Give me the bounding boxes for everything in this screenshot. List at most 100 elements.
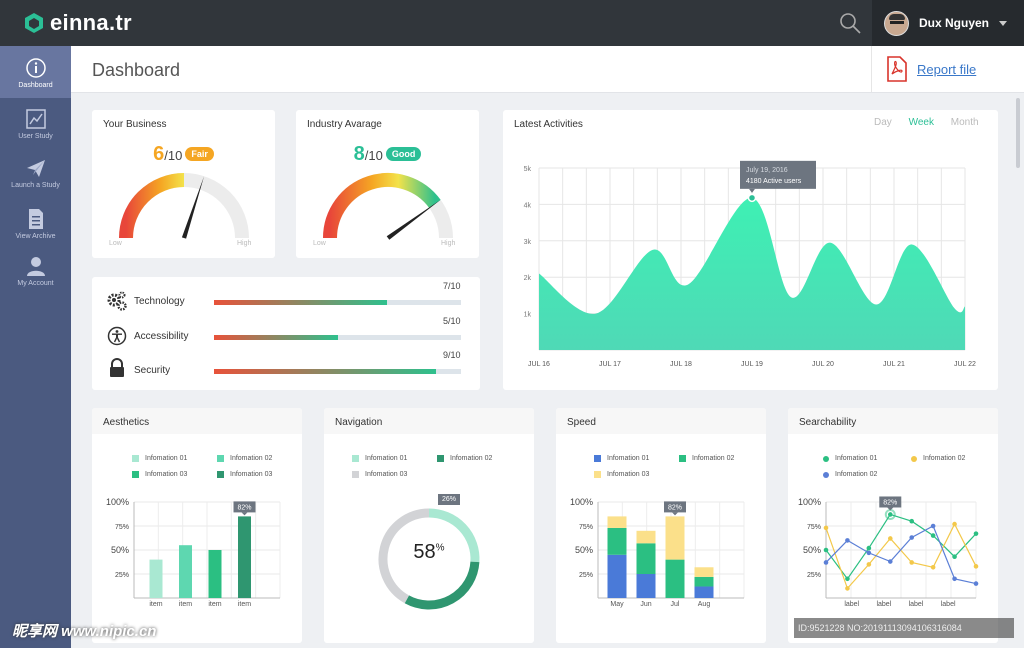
chevron-down-icon	[999, 20, 1008, 26]
gauge-needle	[386, 199, 441, 240]
callout-label: 82%	[668, 504, 682, 511]
bar-segment	[694, 586, 714, 598]
gauge-low-label: Low	[109, 240, 122, 247]
data-point	[952, 554, 957, 560]
donut-segment	[378, 508, 430, 604]
speed-card: Speed Infomation 01 Infomation 02 Infoma…	[556, 408, 766, 643]
bar	[179, 545, 192, 598]
search-icon[interactable]	[838, 11, 862, 35]
legend-swatch	[132, 455, 139, 462]
legend-swatch	[217, 455, 224, 462]
info-icon	[25, 58, 46, 78]
metric-row: Accessibility 5/10	[107, 316, 467, 348]
aesthetics-bar-chart: 25% 50% 75% 100% item item item item 82%	[106, 497, 281, 608]
legend-item: Infomation 02	[679, 455, 734, 462]
legend-swatch	[352, 471, 359, 478]
bar-segment	[694, 567, 714, 577]
user-menu[interactable]: Dux Nguyen	[872, 0, 1024, 46]
donut-callout: 26%	[438, 494, 461, 505]
data-point	[930, 533, 936, 538]
card-title: Latest Activities	[514, 119, 583, 130]
data-point	[845, 586, 850, 591]
legend-label: Infomation 01	[365, 455, 408, 462]
period-tabs: Day Week Month	[860, 117, 979, 128]
card-title: Speed	[567, 417, 596, 428]
bar-segment	[607, 516, 627, 528]
tab-day[interactable]: Day	[874, 117, 892, 128]
x-tick-label: JUL 22	[954, 361, 976, 368]
y-tick-label: 100%	[570, 497, 593, 507]
legend-label: Infomation 01	[607, 455, 650, 462]
scrollbar-thumb[interactable]	[1016, 98, 1020, 168]
x-tick-label: JUL 16	[528, 361, 550, 368]
metric-label: Accessibility	[134, 331, 189, 342]
report-file-link[interactable]: Report file	[917, 61, 977, 77]
sidebar-item-label: Launch a Study	[11, 182, 60, 189]
legend-item: Infomation 02	[217, 455, 272, 462]
bar	[149, 559, 163, 598]
legend-label: Infomation 02	[923, 455, 966, 462]
sidebar-item-view-archive[interactable]: View Archive	[0, 201, 71, 253]
business-score: 6/10 Fair	[92, 143, 275, 166]
sidebar-item-launch-study[interactable]: Launch a Study	[0, 150, 71, 202]
data-point	[845, 538, 850, 543]
x-tick-label: label	[876, 601, 891, 608]
document-icon	[28, 209, 43, 229]
tooltip-date: July 19, 2016	[746, 167, 788, 174]
metric-value: 7/10	[443, 281, 461, 291]
card-header	[788, 408, 998, 434]
data-point	[866, 550, 872, 556]
legend-label: Infomation 02	[692, 455, 735, 462]
x-tick-label: item	[179, 601, 192, 608]
bar-segment	[665, 559, 685, 598]
legend-label: Infomation 03	[230, 471, 273, 478]
accessibility-icon	[107, 326, 127, 346]
x-tick-label: JUL 17	[599, 361, 621, 368]
tooltip-pointer	[749, 188, 755, 193]
data-point	[887, 536, 893, 541]
sidebar-item-label: Dashboard	[18, 82, 53, 89]
sidebar-item-user-study[interactable]: User Study	[0, 101, 71, 153]
x-tick-label: Jun	[640, 601, 651, 608]
data-point	[909, 535, 915, 540]
data-point	[887, 512, 893, 517]
y-tick-label: 25%	[579, 572, 593, 579]
legend-item: Infomation 03	[132, 471, 187, 478]
legend-item: Infomation 01	[132, 455, 187, 462]
sidebar-item-my-account[interactable]: My Account	[0, 249, 71, 301]
legend-item: Infomation 01	[594, 455, 649, 462]
legend-item: Infomation 03	[217, 471, 272, 478]
legend-label: Infomation 01	[835, 455, 878, 462]
tab-week[interactable]: Week	[908, 117, 934, 128]
callout-label: 82%	[237, 504, 251, 511]
gauge-needle	[181, 176, 205, 239]
report-file-button[interactable]: Report file	[871, 46, 1001, 92]
series-line	[825, 525, 977, 585]
progress-fill	[214, 335, 338, 340]
page-title: Dashboard	[92, 60, 181, 80]
tab-month[interactable]: Month	[950, 117, 979, 128]
legend-item: Infomation 02	[823, 471, 877, 478]
avatar	[884, 10, 909, 36]
x-tick-label: Jul	[671, 601, 680, 608]
callout-label: 82%	[883, 499, 897, 506]
legend-label: Infomation 03	[145, 471, 188, 478]
metrics-card: Technology 7/10 Accessibility 5/10 Secur…	[92, 277, 480, 390]
y-tick-label: 3k	[524, 239, 532, 246]
score-value: 6	[153, 143, 165, 165]
legend-swatch	[594, 471, 601, 478]
logo[interactable]: einna.tr	[24, 10, 132, 36]
gauge-low-label: Low	[313, 240, 326, 247]
legend-swatch	[911, 455, 917, 462]
progress-track	[214, 335, 461, 340]
card-header	[92, 408, 302, 434]
paper-plane-icon	[26, 160, 45, 177]
navigation-donut-chart	[378, 508, 480, 610]
sidebar-item-dashboard[interactable]: Dashboard	[0, 46, 71, 98]
sidebar-item-label: View Archive	[15, 233, 56, 240]
legend-item: Infomation 01	[823, 455, 877, 462]
legend-label: Infomation 02	[450, 455, 493, 462]
bar-segment	[607, 554, 627, 598]
activity-area-chart: 1k 2k 3k 4k 5k JUL 16 JUL 17 JUL 18 JUL 19 JUL 20…	[524, 160, 976, 368]
legend-label: Infomation 01	[145, 455, 188, 462]
